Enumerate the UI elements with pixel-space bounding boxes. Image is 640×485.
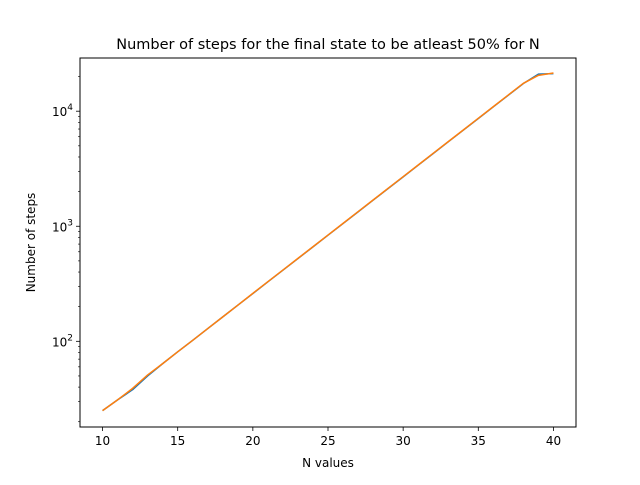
x-tick-label: 35 xyxy=(471,434,486,448)
x-tick-label: 30 xyxy=(396,434,411,448)
x-tick-label: 20 xyxy=(245,434,260,448)
x-tick-label: 40 xyxy=(546,434,561,448)
x-tick-label: 10 xyxy=(95,434,110,448)
x-axis-ticks: 10 15 20 25 30 35 40 xyxy=(95,427,561,448)
x-axis-label: N values xyxy=(302,456,354,470)
x-tick-label: 15 xyxy=(170,434,185,448)
y-tick-label: 103 xyxy=(52,218,73,234)
x-tick-label: 25 xyxy=(320,434,335,448)
series-line-2 xyxy=(102,72,554,412)
y-tick-label: 104 xyxy=(52,103,73,119)
y-axis-ticks: 102 103 104 xyxy=(52,76,80,423)
series-layer xyxy=(102,72,554,412)
chart-title: Number of steps for the final state to b… xyxy=(116,37,540,53)
y-tick-label: 102 xyxy=(52,333,73,349)
y-axis-label: Number of steps xyxy=(24,193,38,293)
